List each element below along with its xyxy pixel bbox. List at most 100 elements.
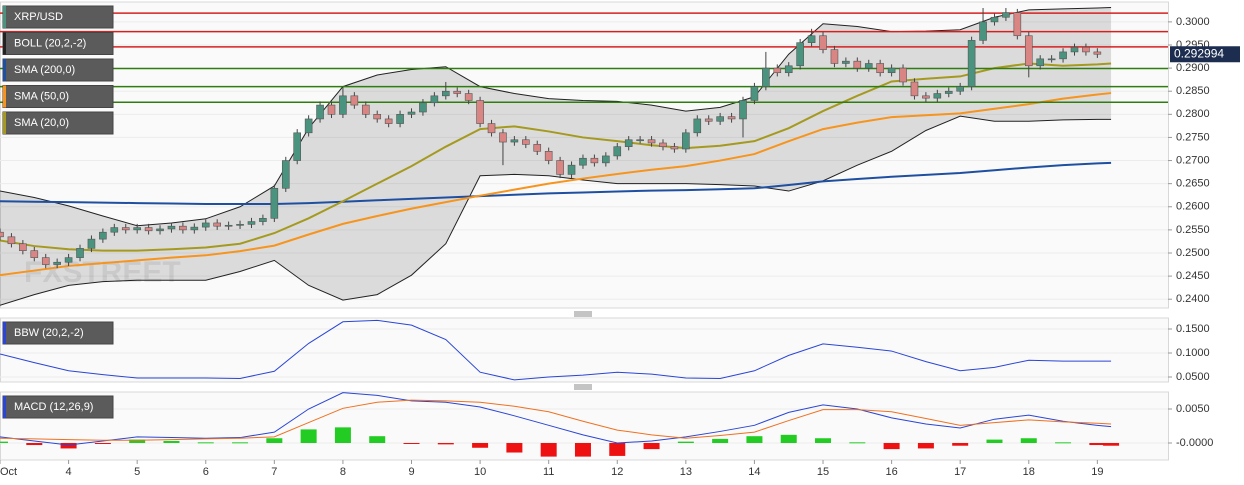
candle-body bbox=[922, 95, 930, 99]
series-line bbox=[0, 319, 1112, 381]
legend-swatch bbox=[3, 85, 6, 108]
candle-body bbox=[464, 93, 473, 101]
candle-body bbox=[727, 116, 736, 120]
candle-body bbox=[64, 257, 73, 263]
plot-area bbox=[0, 319, 1112, 381]
pane-frame bbox=[0, 317, 1169, 383]
candle-body bbox=[304, 118, 313, 134]
legend-swatch bbox=[3, 396, 6, 418]
candle-body bbox=[19, 243, 27, 251]
candle-body bbox=[956, 86, 964, 92]
candle-body bbox=[1047, 58, 1056, 61]
signal-line bbox=[0, 399, 1112, 441]
candle-body bbox=[1013, 12, 1022, 37]
candle-body bbox=[167, 225, 176, 230]
x-tick-label: 16 bbox=[885, 466, 897, 478]
candle-body bbox=[510, 139, 519, 143]
x-tick-label: 9 bbox=[408, 466, 414, 478]
candle-body bbox=[1093, 51, 1102, 55]
histogram-bar bbox=[437, 443, 454, 445]
histogram-bar bbox=[1089, 443, 1106, 446]
legend-label: SMA (20,0) bbox=[14, 117, 69, 129]
x-tick-label: 8 bbox=[340, 466, 346, 478]
legend-swatch bbox=[3, 59, 6, 81]
candle-body bbox=[784, 65, 793, 74]
y-tick-label: 0.2650 bbox=[1176, 178, 1210, 190]
candle-body bbox=[636, 139, 644, 142]
candle-body bbox=[41, 257, 50, 265]
x-tick-label: 18 bbox=[1023, 466, 1035, 478]
candle-body bbox=[556, 160, 564, 175]
series-line bbox=[0, 92, 1112, 277]
x-tick-label: 17 bbox=[954, 466, 966, 478]
candle-body bbox=[156, 228, 164, 232]
candle-body bbox=[144, 227, 153, 232]
candle-body bbox=[442, 90, 450, 97]
histogram-bar bbox=[60, 443, 77, 449]
y-tick-label: -0.0000 bbox=[1176, 437, 1213, 449]
x-tick-label: 6 bbox=[203, 466, 209, 478]
y-tick-label: 0.1000 bbox=[1176, 347, 1210, 359]
candle-body bbox=[624, 139, 633, 147]
histogram-bar bbox=[643, 443, 660, 450]
histogram-bar bbox=[746, 436, 763, 443]
pane-handle[interactable] bbox=[574, 311, 592, 390]
candle-body bbox=[579, 157, 587, 166]
candle-body bbox=[819, 35, 827, 50]
candle-body bbox=[899, 67, 907, 83]
candle-body bbox=[1082, 46, 1090, 53]
y-tick-label: 0.1500 bbox=[1176, 323, 1210, 335]
series-line bbox=[0, 161, 1112, 205]
candle-body bbox=[361, 104, 370, 115]
candle-body bbox=[236, 224, 244, 226]
candle-body bbox=[281, 160, 290, 189]
legend-label: BOLL (20,2,-2) bbox=[14, 37, 86, 49]
y-tick-label: 0.2750 bbox=[1176, 131, 1210, 143]
x-tick-label: 5 bbox=[134, 466, 140, 478]
candle-body bbox=[76, 248, 84, 258]
x-tick-label: 7 bbox=[271, 466, 277, 478]
candle-body bbox=[933, 93, 942, 99]
candle-body bbox=[704, 118, 713, 122]
candle-body bbox=[499, 132, 507, 143]
histogram-bar bbox=[197, 442, 214, 444]
candle-body bbox=[190, 226, 199, 231]
candle-body bbox=[750, 86, 759, 101]
candle-body bbox=[407, 111, 416, 115]
series-line bbox=[0, 62, 1112, 252]
legend-swatch bbox=[3, 322, 6, 344]
candle-body bbox=[179, 225, 187, 231]
candle-body bbox=[944, 90, 953, 94]
histogram-bar bbox=[986, 439, 1003, 443]
legend-swatch bbox=[3, 6, 6, 28]
histogram-bar bbox=[952, 443, 969, 446]
watermark: FXSTREET bbox=[24, 256, 181, 289]
histogram-bar bbox=[94, 443, 111, 444]
candle-body bbox=[259, 218, 267, 222]
candle-body bbox=[979, 21, 987, 41]
candle-body bbox=[647, 139, 656, 144]
candle-body bbox=[762, 67, 770, 87]
candle-body bbox=[1036, 58, 1045, 67]
candle-body bbox=[990, 16, 999, 23]
candle-body bbox=[773, 67, 782, 74]
candle-body bbox=[876, 63, 884, 74]
candle-body bbox=[384, 118, 393, 124]
last-price-label: 0.292994 bbox=[1174, 46, 1224, 60]
histogram-bar bbox=[849, 442, 866, 444]
histogram-bar bbox=[712, 438, 729, 443]
y-tick-label: 0.2700 bbox=[1176, 154, 1210, 166]
candle-body bbox=[396, 114, 404, 124]
y-tick-label: 0.2450 bbox=[1176, 270, 1210, 282]
y-tick-label: 0.2500 bbox=[1176, 247, 1210, 259]
legend-label: MACD (12,26,9) bbox=[14, 401, 93, 413]
candle-body bbox=[53, 261, 61, 265]
y-tick-label: 0.2550 bbox=[1176, 224, 1210, 236]
candle-body bbox=[224, 224, 233, 227]
x-tick-label: 11 bbox=[543, 466, 554, 478]
histogram-bar bbox=[1103, 443, 1120, 446]
candle-body bbox=[419, 102, 427, 113]
candle-body bbox=[247, 221, 256, 225]
candle-body bbox=[99, 231, 107, 240]
